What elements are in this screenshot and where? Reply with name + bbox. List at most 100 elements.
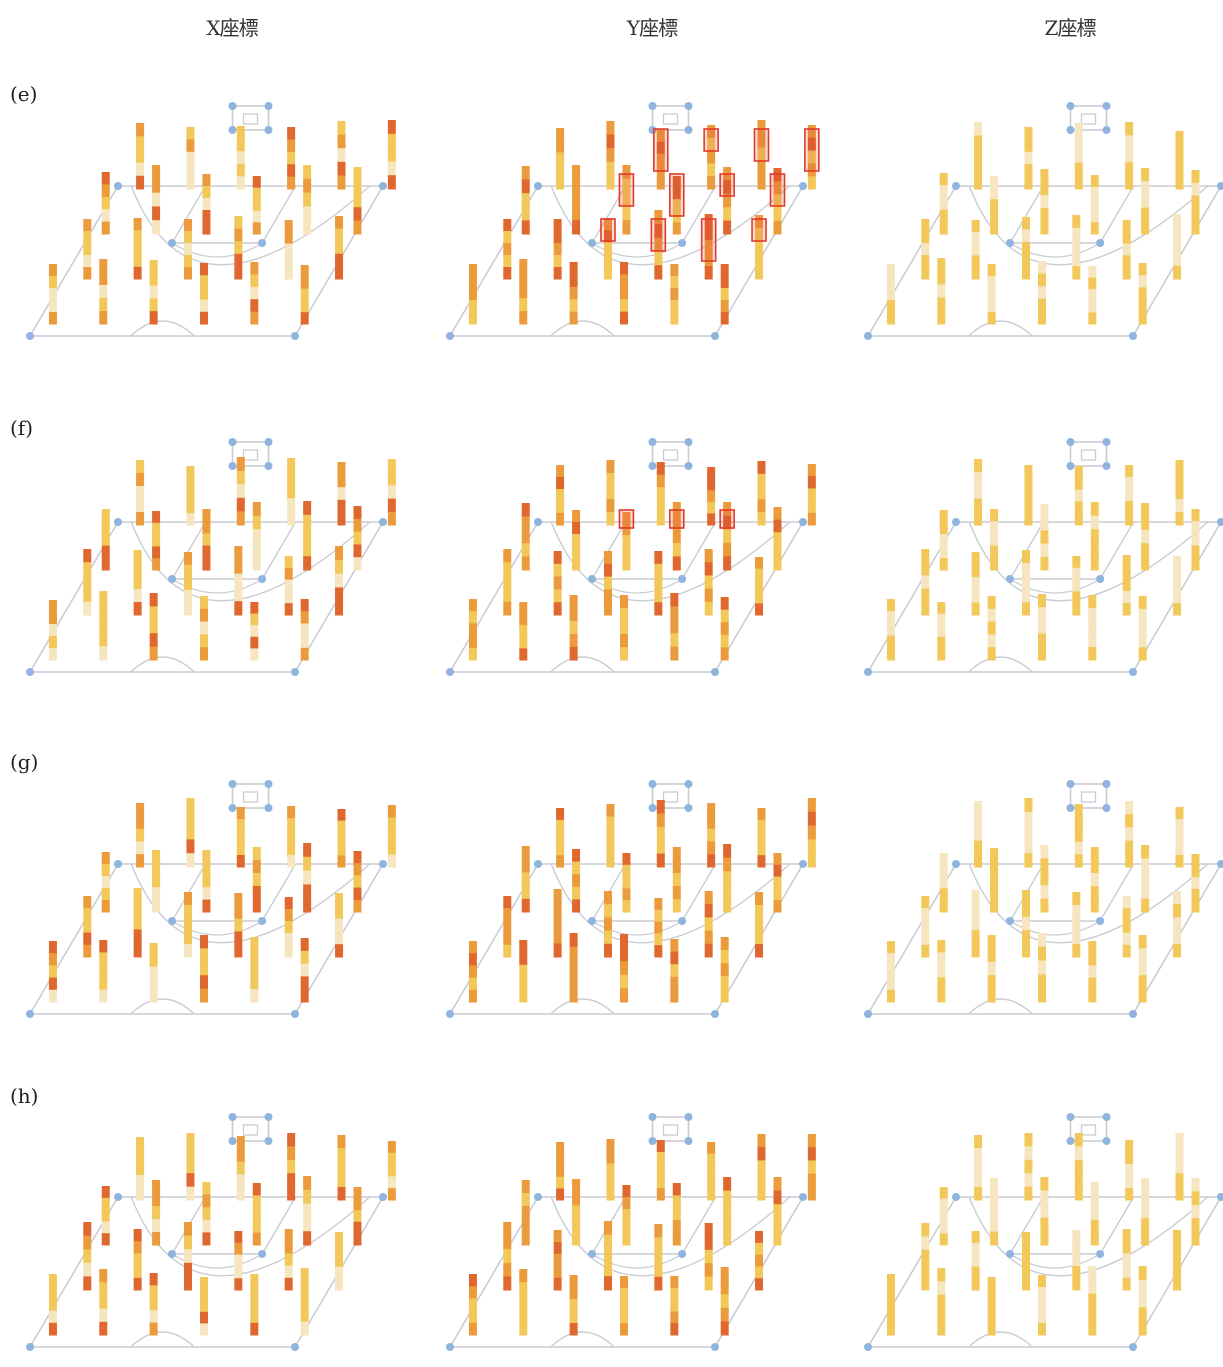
heat-segment [773,864,782,878]
center-arc [968,998,1033,1015]
heat-segment [1138,634,1147,648]
heat-segment [149,1310,158,1324]
heat-segment [720,288,729,301]
heat-segment [287,1146,296,1161]
heat-segment [1040,182,1049,196]
heat-segment [202,899,211,913]
heat-segment [773,207,782,222]
heat-segment [707,490,716,503]
heat-segment [186,1133,195,1147]
heat-segment [672,529,681,544]
heat-segment [1138,647,1147,661]
heat-segment [1125,1176,1134,1189]
heat-segment [1037,261,1046,275]
heat-segment [757,819,766,833]
heat-segment [250,311,259,325]
heat-segment [149,593,158,607]
heat-segment [1072,1230,1081,1243]
heat-segment [1072,579,1081,592]
heat-bar [387,459,396,526]
heat-bar [149,1273,158,1336]
heat-segment [1125,135,1134,150]
heat-segment [672,1183,681,1196]
heat-segment [252,899,261,913]
heat-bar [656,462,665,526]
heat-segment [152,1219,161,1233]
heat-segment [1125,840,1134,855]
heat-segment [757,831,766,844]
backboard-icon [651,105,690,131]
heat-segment [1191,521,1200,534]
heat-segment [252,1220,261,1234]
heat-segment [199,1288,208,1301]
heat-segment [149,646,158,661]
heat-segment [149,990,158,1003]
three-point-arc [550,1196,791,1277]
heat-segment [335,228,344,242]
heat-segment [1173,1230,1182,1243]
heat-segment [707,513,716,526]
heat-segment [971,243,980,256]
heat-segment [48,1322,57,1336]
heat-segment [755,931,764,945]
heat-segment [707,163,716,177]
heat-segment [1072,227,1081,242]
heat-segment [503,267,512,280]
heat-segment [886,977,895,991]
heat-segment [152,862,161,876]
heat-bar [1021,890,1030,958]
court-node [799,860,807,868]
heat-segment [387,147,396,162]
heat-segment [287,484,296,499]
heat-segment [556,1142,565,1155]
heat-segment [572,220,581,235]
heat-segment [606,1187,615,1201]
heat-segment [521,1206,530,1220]
heat-segment [974,162,983,177]
backboard-node [1102,1137,1111,1145]
heat-bar [353,1187,362,1246]
heat-segment [337,474,346,488]
heat-segment [387,511,396,526]
heat-segment [99,1282,108,1296]
heat-segment [1090,873,1099,887]
heat-segment [553,1278,562,1291]
heat-segment [250,648,259,661]
heat-segment [670,1287,679,1301]
heat-segment [654,921,663,934]
heat-segment [1088,595,1097,609]
heat-segment [1037,1323,1046,1336]
heat-segment [152,850,161,863]
heat-segment [1141,529,1150,544]
heat-segment [921,944,930,958]
heat-segment [287,1133,296,1147]
heat-segment [99,989,108,1003]
heat-segment [503,908,512,921]
heat-segment [553,589,562,603]
heat-segment [199,948,208,963]
heat-bar [755,557,764,616]
court-node [379,518,387,526]
court-node [711,1010,719,1018]
heat-segment [556,501,565,514]
heat-segment [1122,579,1131,592]
heat-segment [101,1233,110,1246]
heat-bar [757,1134,766,1201]
heat-segment [236,1161,245,1175]
heat-segment [654,210,663,225]
heat-segment [1175,512,1184,526]
heat-segment [387,485,396,500]
heat-segment [99,285,108,299]
court-node [1006,575,1015,583]
heat-segment [468,288,477,301]
heat-segment [720,622,729,636]
heat-segment [939,864,948,878]
heat-bar [572,1179,581,1246]
heat-segment [569,647,578,661]
heat-segment [569,634,578,648]
heat-segment [183,231,192,244]
heat-segment [704,575,713,590]
heat-segment [234,931,243,945]
heat-bar [101,509,110,571]
heat-segment [603,1248,612,1263]
